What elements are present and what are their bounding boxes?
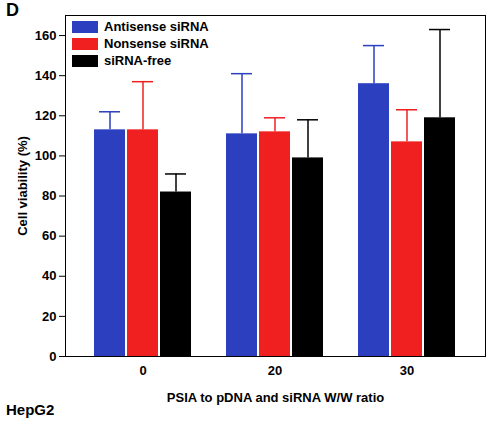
svg-text:140: 140 bbox=[35, 68, 57, 83]
html-text:Antisense siRNA: Antisense siRNA bbox=[104, 19, 209, 34]
svg-text:PSIA to pDNA and siRNA W/W rat: PSIA to pDNA and siRNA W/W ratio bbox=[167, 390, 384, 405]
svg-text:30: 30 bbox=[400, 363, 414, 378]
svg-text:60: 60 bbox=[42, 228, 56, 243]
svg-text:120: 120 bbox=[35, 108, 57, 123]
svg-text:Cell viability (%): Cell viability (%) bbox=[15, 136, 30, 236]
svg-text:0: 0 bbox=[139, 363, 146, 378]
html-text:D: D bbox=[6, 0, 19, 20]
svg-text:0: 0 bbox=[49, 349, 56, 364]
svg-text:160: 160 bbox=[35, 28, 57, 43]
html-text:Nonsense siRNA: Nonsense siRNA bbox=[104, 36, 209, 51]
svg-text:20: 20 bbox=[268, 363, 282, 378]
svg-text:100: 100 bbox=[35, 148, 57, 163]
html-text:HepG2: HepG2 bbox=[6, 401, 55, 418]
svg-text:80: 80 bbox=[42, 188, 56, 203]
svg-text:40: 40 bbox=[42, 268, 56, 283]
svg-text:20: 20 bbox=[42, 309, 56, 324]
html-text:siRNA-free: siRNA-free bbox=[104, 53, 172, 68]
